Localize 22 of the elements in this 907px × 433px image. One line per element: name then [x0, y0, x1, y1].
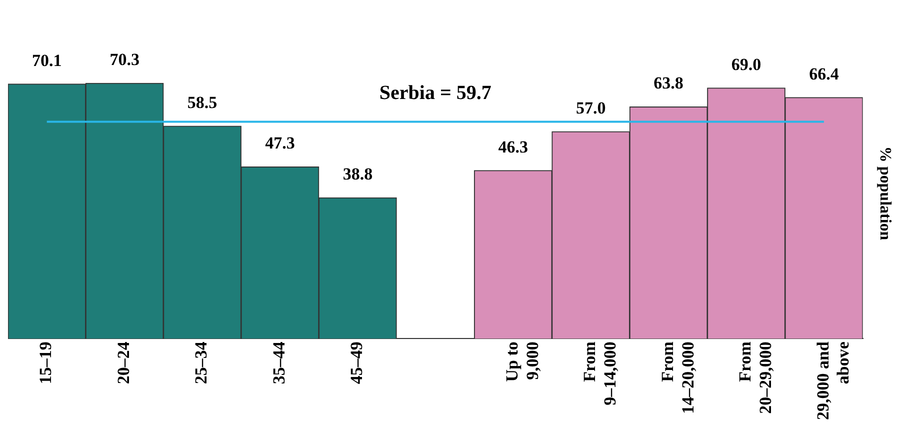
x-tick-label: 15–19 — [36, 342, 56, 384]
x-tick-label: 20–24 — [114, 341, 133, 384]
data-label: 47.3 — [265, 134, 295, 153]
y-axis-title: % population — [876, 146, 894, 240]
x-tick-label: 45–49 — [347, 342, 366, 384]
data-label: 46.3 — [498, 137, 528, 156]
x-tick-label: From 14–20,000 — [658, 342, 698, 414]
x-tick-label: 35–44 — [269, 341, 288, 384]
data-label: 69.0 — [731, 54, 762, 74]
data-label: 57.0 — [576, 98, 606, 118]
data-label: 38.8 — [342, 164, 373, 184]
x-tick-label: From 9–14,000 — [580, 342, 620, 406]
x-tick-label: Up to 9,000 — [502, 342, 542, 382]
data-label: 58.5 — [187, 92, 218, 112]
x-tick-label: 25–34 — [192, 341, 211, 384]
x-tick-label: From 20–29,000 — [736, 342, 776, 414]
data-label: 70.3 — [110, 50, 140, 70]
x-tick-label: 29,000 and above — [813, 341, 853, 420]
data-label: 66.4 — [809, 64, 840, 84]
ref-line-label: Serbia = 59.7 — [379, 82, 492, 104]
data-label: 63.8 — [654, 74, 684, 93]
data-label: 70.1 — [32, 50, 62, 70]
